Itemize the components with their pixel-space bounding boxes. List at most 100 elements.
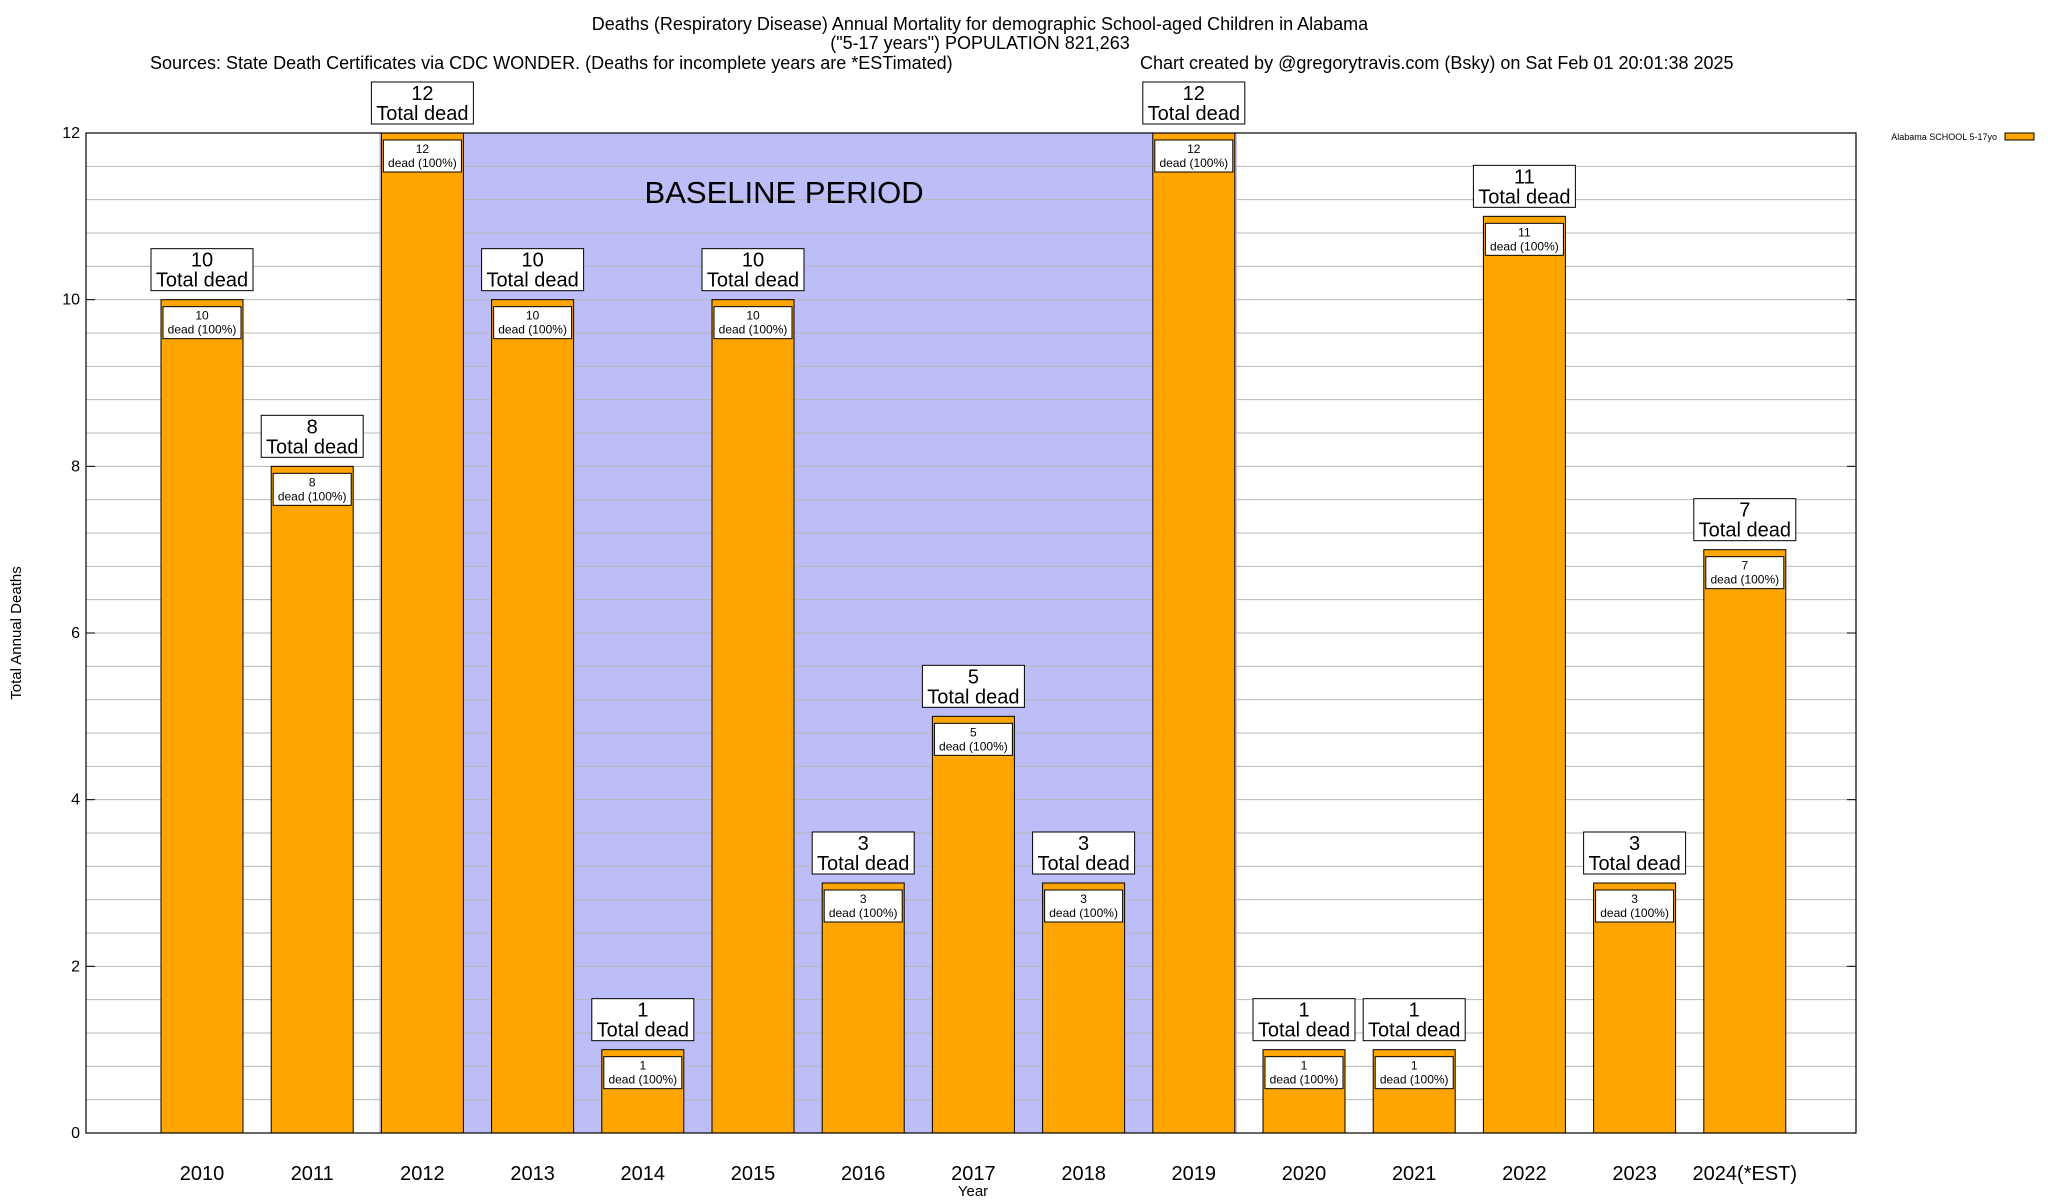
bar-inner-value: 10	[526, 309, 540, 323]
chart-sources: Sources: State Death Certificates via CD…	[150, 53, 953, 73]
bar-inner-label: dead (100%)	[1159, 156, 1228, 170]
bar-total-label: Total dead	[927, 686, 1019, 708]
bar-total-label: Total dead	[156, 270, 248, 292]
bar-total-label: Total dead	[597, 1020, 689, 1042]
bar-2018	[1042, 882, 1126, 1134]
bar-2022	[1482, 215, 1566, 1134]
bar-total-label-box	[150, 248, 254, 292]
bar-inner-label-box	[1264, 1056, 1344, 1090]
bar-inner-label-box	[493, 306, 573, 340]
bar-total-value: 3	[1078, 833, 1089, 855]
bar-inner-label-box	[1374, 1056, 1454, 1090]
bar-inner-label-box	[823, 889, 903, 923]
x-tick-label: 2018	[1061, 1163, 1106, 1185]
x-tick-label: 2022	[1502, 1163, 1547, 1185]
bar-inner-label: dead (100%)	[1049, 906, 1118, 920]
x-tick-label: 2017	[951, 1163, 996, 1185]
bar-inner-value: 8	[309, 475, 316, 489]
bar-inner-label-box	[713, 306, 793, 340]
baseline-label: BASELINE PERIOD	[645, 175, 924, 210]
bar-inner-label-box	[1595, 889, 1675, 923]
bar-inner-label: dead (100%)	[1270, 1073, 1339, 1087]
bar-inner-label: dead (100%)	[498, 323, 567, 337]
bar-total-label-box	[1032, 831, 1136, 875]
bar-inner-label-box	[162, 306, 242, 340]
bar-inner-label: dead (100%)	[608, 1073, 677, 1087]
bar-inner-value: 7	[1741, 559, 1748, 573]
bar-inner-value: 12	[416, 142, 430, 156]
bar-2023	[1593, 882, 1677, 1134]
bar-total-value: 10	[191, 250, 213, 272]
bar-inner-value: 1	[1411, 1059, 1418, 1073]
bar-inner-label-box	[382, 139, 462, 173]
bar-inner-value: 3	[1631, 892, 1638, 906]
bar-total-value: 8	[307, 416, 318, 438]
bar-inner-label: dead (100%)	[1380, 1073, 1449, 1087]
bar-inner-label-box	[1044, 889, 1124, 923]
bar-total-label-box	[1142, 81, 1246, 125]
bar-total-label-box	[921, 664, 1025, 708]
bar-total-label-box	[701, 248, 805, 292]
legend-swatch	[2004, 132, 2035, 141]
bar-total-label-box	[1472, 164, 1576, 208]
bar-inner-label-box	[1705, 556, 1785, 590]
bar-total-label-box	[1362, 998, 1466, 1042]
bar-inner-value: 10	[195, 309, 209, 323]
bar-total-label-box	[260, 414, 364, 458]
y-axis-label: Total Annual Deaths	[8, 566, 25, 699]
bar-2012	[380, 132, 464, 1134]
bar-total-label: Total dead	[707, 270, 799, 292]
bar-inner-value: 5	[970, 725, 977, 739]
bar-inner-label: dead (100%)	[388, 156, 457, 170]
bar-inner-label-box	[933, 722, 1013, 756]
bar-inner-label-box	[1484, 222, 1564, 256]
bar-inner-value: 10	[746, 309, 760, 323]
x-tick-label: 2024(*EST)	[1693, 1163, 1798, 1185]
bar-2016	[821, 882, 905, 1134]
bar-total-value: 10	[742, 250, 764, 272]
bar-inner-label-box	[1154, 139, 1234, 173]
bar-2011	[270, 465, 354, 1134]
bar-total-label-box	[1583, 831, 1687, 875]
bar-total-value: 3	[858, 833, 869, 855]
bar-2013	[491, 299, 575, 1134]
bar-2015	[711, 299, 795, 1134]
x-tick-label: 2020	[1282, 1163, 1327, 1185]
x-tick-label: 2013	[510, 1163, 555, 1185]
x-tick-label: 2014	[621, 1163, 666, 1185]
bar-total-label: Total dead	[266, 436, 358, 458]
bar-inner-label-box	[272, 472, 352, 506]
bar-inner-value: 12	[1187, 142, 1201, 156]
bar-inner-value: 3	[1080, 892, 1087, 906]
bar-total-value: 5	[968, 666, 979, 688]
bar-total-label: Total dead	[376, 103, 468, 125]
bar-inner-value: 11	[1518, 225, 1531, 239]
bar-inner-value: 3	[860, 892, 867, 906]
x-tick-label: 2019	[1172, 1163, 1217, 1185]
x-tick-label: 2012	[400, 1163, 445, 1185]
x-tick-label: 2010	[180, 1163, 225, 1185]
chart-subtitle: ("5-17 years") POPULATION 821,263	[830, 33, 1130, 53]
legend-label: Alabama SCHOOL 5-17yo	[1891, 132, 1997, 142]
bar-total-label: Total dead	[1037, 853, 1129, 875]
bar-inner-label: dead (100%)	[939, 739, 1008, 753]
y-tick-label: 4	[71, 792, 80, 809]
bar-total-value: 3	[1629, 833, 1640, 855]
bar-inner-value: 1	[639, 1059, 646, 1073]
bar-2017	[931, 715, 1015, 1134]
bar-inner-label: dead (100%)	[1600, 906, 1669, 920]
bar-inner-label-box	[603, 1056, 683, 1090]
chart-title: Deaths (Respiratory Disease) Annual Mort…	[591, 14, 1369, 34]
y-tick-label: 0	[71, 1125, 80, 1142]
bar-total-label: Total dead	[1478, 186, 1570, 208]
bar-total-value: 12	[411, 83, 433, 105]
bar-inner-label: dead (100%)	[1490, 239, 1559, 253]
bar-total-label-box	[481, 248, 585, 292]
bar-total-value: 11	[1514, 166, 1535, 188]
bar-inner-label: dead (100%)	[278, 489, 347, 503]
chart-credit: Chart created by @gregorytravis.com (Bsk…	[1140, 53, 1734, 73]
bar-total-label: Total dead	[1588, 853, 1680, 875]
y-tick-label: 6	[71, 625, 80, 642]
bar-2019	[1152, 132, 1236, 1134]
